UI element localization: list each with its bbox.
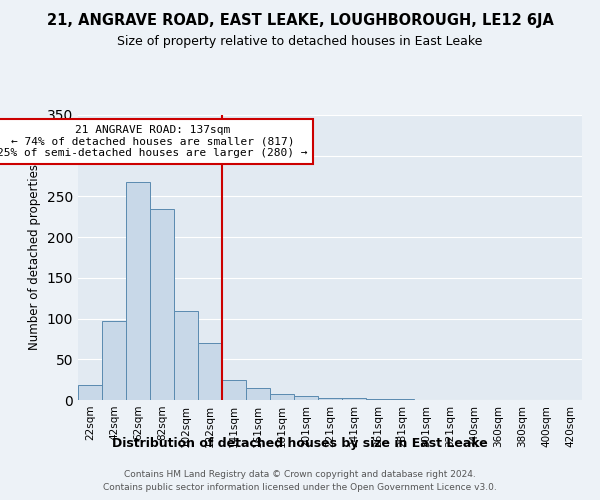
Text: Distribution of detached houses by size in East Leake: Distribution of detached houses by size … [112,438,488,450]
Text: Contains public sector information licensed under the Open Government Licence v3: Contains public sector information licen… [103,484,497,492]
Bar [390,399,414,400]
Bar [174,311,198,400]
Bar [318,398,342,400]
Bar [198,343,222,400]
Bar [150,210,174,400]
Bar [366,399,390,400]
Bar [270,394,294,400]
Bar [246,388,270,400]
Text: Size of property relative to detached houses in East Leake: Size of property relative to detached ho… [118,35,482,48]
Bar [126,182,150,400]
Bar [342,398,366,400]
Bar [78,386,102,400]
Text: 21 ANGRAVE ROAD: 137sqm
← 74% of detached houses are smaller (817)
25% of semi-d: 21 ANGRAVE ROAD: 137sqm ← 74% of detache… [0,125,308,158]
Text: 21, ANGRAVE ROAD, EAST LEAKE, LOUGHBOROUGH, LE12 6JA: 21, ANGRAVE ROAD, EAST LEAKE, LOUGHBOROU… [47,12,553,28]
Y-axis label: Number of detached properties: Number of detached properties [28,164,41,350]
Bar [294,396,318,400]
Bar [222,380,246,400]
Bar [102,321,126,400]
Text: Contains HM Land Registry data © Crown copyright and database right 2024.: Contains HM Land Registry data © Crown c… [124,470,476,479]
